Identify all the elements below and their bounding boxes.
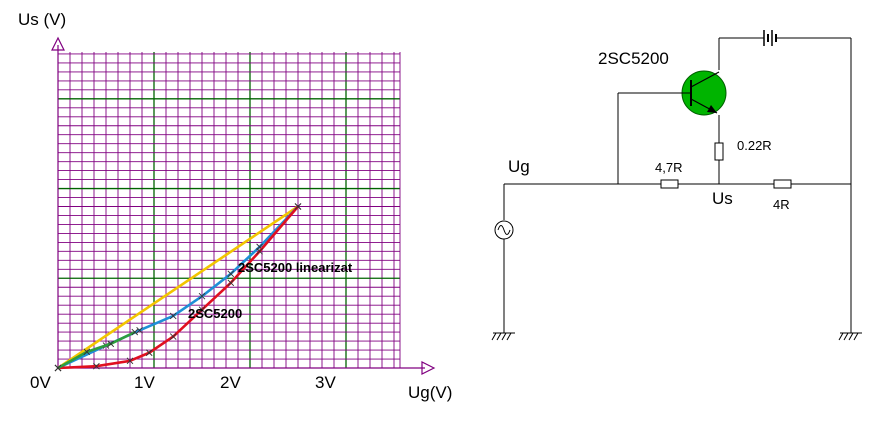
ground-icon (838, 332, 862, 341)
ideal-line (57, 205, 299, 370)
data-point-marker (227, 279, 235, 287)
data-point-marker (131, 328, 139, 336)
green-series-line (57, 330, 136, 370)
circuit-schematic (491, 30, 862, 341)
data-point-marker (169, 333, 177, 340)
legend-raw: 2SC5200 (188, 306, 242, 321)
resistor-icon (773, 179, 792, 189)
transistor-label: 2SC5200 (598, 49, 669, 68)
data-point-marker (294, 203, 302, 210)
y-axis-arrow (51, 36, 65, 51)
data-point-marker (136, 326, 143, 334)
load-resistor-label: 4R (773, 197, 790, 212)
x-tick-labels: 0V 1V 2V 3V (30, 373, 336, 392)
x-axis-title: Ug(V) (408, 383, 452, 402)
data-point-marker (169, 312, 177, 320)
battery-icon (760, 30, 780, 46)
data-point-marker (198, 306, 206, 313)
data-point-marker (227, 270, 235, 278)
resistor-icon (660, 179, 679, 189)
y-axis-title: Us (V) (18, 10, 66, 29)
resistor-icon (714, 142, 724, 161)
transistor-icon (618, 70, 727, 116)
x-axis-arrow (421, 361, 436, 375)
input-label: Ug (508, 157, 530, 176)
legend-linearized: 2SC5200 linearizat (238, 260, 353, 275)
data-point-marker (198, 292, 206, 300)
data-point-marker (93, 362, 100, 370)
ac-source-icon (494, 220, 514, 240)
x-tick-label: 0V (30, 373, 51, 392)
data-point-marker (145, 349, 153, 357)
data-point-marker (54, 364, 62, 372)
chart-grid (58, 52, 401, 368)
x-tick-label: 3V (315, 373, 336, 392)
x-tick-label: 1V (134, 373, 155, 392)
ground-icon (491, 332, 515, 341)
x-tick-label: 2V (220, 373, 241, 392)
series-resistor-label: 4,7R (655, 160, 682, 175)
output-label: Us (712, 189, 733, 208)
chart-series (54, 203, 302, 372)
data-point-marker (107, 340, 115, 348)
transfer-chart: Us (V) Ug(V) 0V 1V 2V 3V 2SC5200 lineari… (18, 10, 452, 402)
data-point-marker (83, 348, 91, 356)
data-point-marker (256, 248, 263, 255)
data-point-marker (126, 357, 134, 365)
emitter-resistor-label: 0.22R (737, 138, 772, 153)
